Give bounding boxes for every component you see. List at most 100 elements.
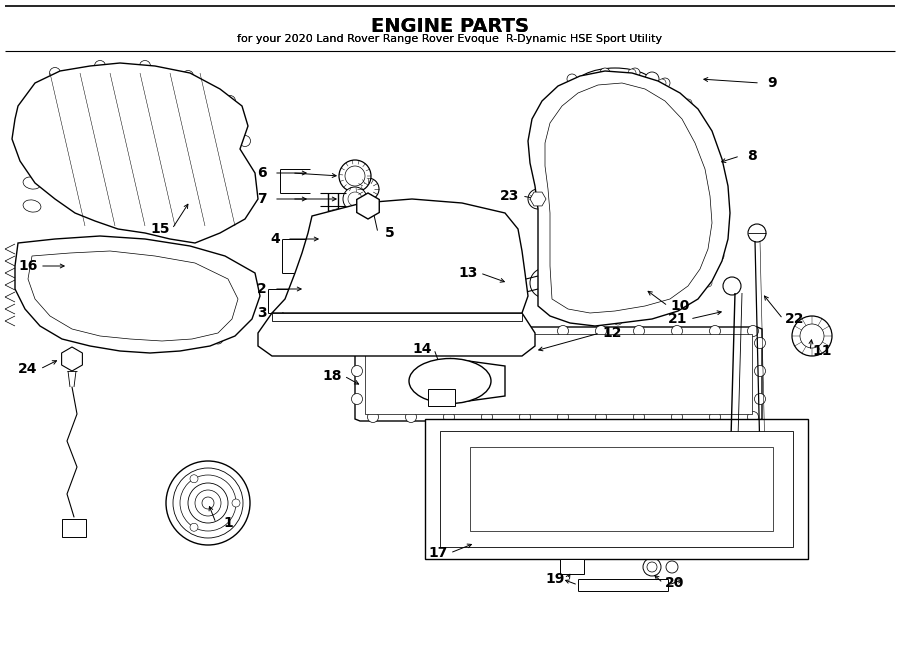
Text: 11: 11 — [813, 344, 832, 358]
Polygon shape — [12, 63, 258, 243]
Circle shape — [339, 160, 371, 192]
Text: 14: 14 — [412, 342, 432, 356]
Circle shape — [519, 412, 530, 422]
Polygon shape — [62, 519, 86, 537]
Circle shape — [128, 75, 156, 103]
Circle shape — [538, 155, 546, 163]
Text: 4: 4 — [270, 232, 280, 246]
Text: ENGINE PARTS: ENGINE PARTS — [371, 17, 529, 36]
Circle shape — [716, 252, 724, 260]
Circle shape — [528, 189, 548, 209]
Circle shape — [188, 483, 228, 523]
Polygon shape — [28, 251, 238, 341]
Circle shape — [352, 366, 363, 377]
Text: 23: 23 — [500, 189, 519, 203]
Circle shape — [180, 475, 236, 531]
Circle shape — [457, 218, 467, 228]
Polygon shape — [356, 193, 379, 219]
Circle shape — [658, 79, 666, 87]
Circle shape — [352, 338, 363, 348]
Circle shape — [445, 376, 455, 386]
Circle shape — [367, 325, 379, 336]
Polygon shape — [258, 313, 535, 356]
Text: 6: 6 — [257, 166, 266, 180]
Circle shape — [709, 325, 721, 336]
Circle shape — [651, 309, 659, 317]
Circle shape — [213, 334, 223, 344]
Text: 16: 16 — [18, 259, 38, 273]
Ellipse shape — [23, 177, 40, 189]
Circle shape — [536, 179, 544, 187]
Text: 10: 10 — [670, 299, 689, 313]
Circle shape — [160, 191, 180, 211]
Polygon shape — [545, 83, 712, 313]
Text: 1: 1 — [223, 516, 233, 530]
Text: 15: 15 — [150, 222, 170, 236]
Circle shape — [571, 85, 579, 93]
Text: for your 2020 Land Rover Range Rover Evoque  R-Dynamic HSE Sport Utility: for your 2020 Land Rover Range Rover Evo… — [238, 34, 662, 44]
Circle shape — [345, 166, 365, 186]
Polygon shape — [450, 358, 505, 403]
Polygon shape — [428, 389, 455, 406]
Circle shape — [570, 103, 666, 199]
Ellipse shape — [23, 127, 40, 139]
Polygon shape — [440, 431, 793, 547]
Circle shape — [643, 558, 661, 576]
Polygon shape — [272, 199, 528, 313]
Circle shape — [161, 86, 175, 100]
Circle shape — [519, 325, 530, 336]
Circle shape — [202, 497, 214, 509]
Circle shape — [482, 412, 492, 422]
Circle shape — [444, 325, 454, 336]
Circle shape — [406, 325, 417, 336]
Circle shape — [701, 125, 709, 133]
Circle shape — [557, 325, 569, 336]
Circle shape — [598, 72, 606, 80]
Circle shape — [406, 412, 417, 422]
Text: 17: 17 — [428, 546, 447, 560]
Circle shape — [140, 61, 150, 71]
Ellipse shape — [678, 164, 706, 182]
Circle shape — [754, 393, 766, 405]
Circle shape — [127, 241, 137, 251]
Circle shape — [583, 116, 653, 186]
Circle shape — [491, 313, 499, 321]
Circle shape — [645, 72, 659, 86]
Circle shape — [135, 82, 149, 96]
Circle shape — [332, 216, 352, 236]
Circle shape — [83, 238, 93, 248]
Ellipse shape — [481, 366, 529, 396]
Circle shape — [452, 213, 472, 233]
Circle shape — [723, 277, 741, 295]
Text: 24: 24 — [18, 362, 38, 376]
Circle shape — [81, 82, 95, 96]
Circle shape — [190, 524, 198, 531]
Ellipse shape — [683, 138, 701, 148]
Ellipse shape — [683, 201, 701, 211]
Text: 21: 21 — [668, 312, 688, 326]
Circle shape — [40, 244, 50, 254]
Circle shape — [94, 61, 105, 71]
Circle shape — [660, 78, 670, 88]
Ellipse shape — [23, 153, 40, 165]
Text: 2: 2 — [257, 282, 267, 296]
Polygon shape — [15, 236, 260, 353]
Circle shape — [681, 299, 689, 307]
Ellipse shape — [678, 134, 706, 152]
Circle shape — [634, 325, 644, 336]
Circle shape — [190, 475, 198, 483]
Circle shape — [684, 99, 692, 107]
Polygon shape — [61, 347, 83, 371]
Text: 18: 18 — [322, 369, 342, 383]
Circle shape — [367, 412, 379, 422]
Circle shape — [800, 324, 824, 348]
Circle shape — [357, 178, 379, 200]
Circle shape — [704, 279, 712, 287]
Bar — [108, 143, 132, 159]
Text: 5: 5 — [385, 226, 395, 240]
Circle shape — [348, 192, 362, 206]
Circle shape — [748, 325, 759, 336]
Circle shape — [568, 194, 692, 318]
Ellipse shape — [683, 168, 701, 178]
Circle shape — [74, 75, 102, 103]
